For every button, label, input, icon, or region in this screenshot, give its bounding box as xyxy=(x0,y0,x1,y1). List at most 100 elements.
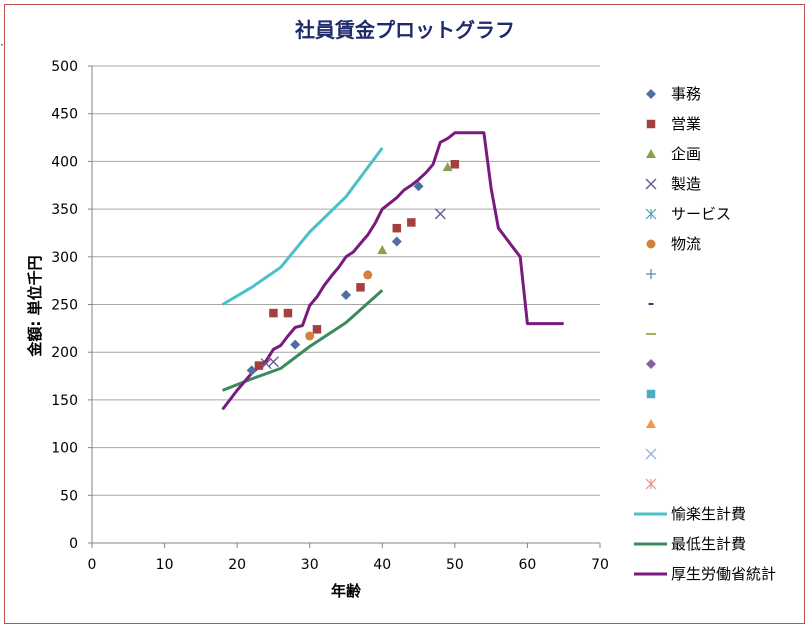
legend-marker xyxy=(645,178,657,190)
marker-shape xyxy=(363,270,373,280)
x-tick-label: 40 xyxy=(373,557,391,573)
marker-shape xyxy=(377,245,388,255)
data-point xyxy=(363,270,373,280)
chart-title: 社員賃金プロットグラフ xyxy=(294,18,515,42)
legend-item xyxy=(646,359,656,369)
legend-marker xyxy=(646,389,656,399)
scatter-series xyxy=(246,160,460,376)
marker-shape xyxy=(290,339,301,350)
marker-shape xyxy=(646,419,656,428)
legend-item xyxy=(645,448,657,460)
marker-stroke xyxy=(267,356,279,368)
y-tick-label: 450 xyxy=(51,107,78,123)
marker-shape xyxy=(646,359,656,369)
marker-stroke xyxy=(645,178,657,190)
y-tick-label: 50 xyxy=(60,488,78,504)
series-line xyxy=(221,131,564,411)
data-point xyxy=(254,361,264,370)
legend-item: 事務 xyxy=(646,85,701,103)
legend-item: 製造 xyxy=(645,175,701,193)
data-point xyxy=(260,358,272,370)
series-line xyxy=(222,289,384,392)
edge-artifact: · xyxy=(0,38,4,52)
legend-item xyxy=(645,478,657,490)
y-axis-title: 金額: 単位千円 xyxy=(26,255,44,357)
marker-shape xyxy=(646,239,656,249)
chart-frame xyxy=(4,4,805,624)
legend-label: 企画 xyxy=(671,145,701,163)
data-point xyxy=(434,208,446,220)
y-tick-label: 400 xyxy=(51,154,78,170)
marker-shape xyxy=(646,389,656,399)
data-point xyxy=(267,356,279,368)
x-tick-label: 20 xyxy=(228,557,246,573)
x-tick-label: 50 xyxy=(446,557,464,573)
legend-marker xyxy=(646,269,656,279)
data-point xyxy=(312,325,322,334)
legend-item: 企画 xyxy=(646,145,701,163)
legend-item: 営業 xyxy=(646,115,701,133)
x-tick-label: 30 xyxy=(301,557,319,573)
data-point xyxy=(341,289,351,300)
legend-item xyxy=(646,389,656,399)
marker-shape xyxy=(646,119,656,129)
legend-marker xyxy=(645,478,657,490)
y-tick-labels: 0 50 100 150 200 250 300 350 400 450 500 xyxy=(51,59,78,552)
marker-shape xyxy=(392,223,402,233)
data-point xyxy=(290,339,301,350)
line-series xyxy=(221,131,564,411)
data-point xyxy=(442,162,453,172)
data-point xyxy=(356,283,365,292)
marker-shape xyxy=(391,236,402,247)
data-point xyxy=(305,331,315,341)
marker-shape xyxy=(646,149,656,158)
marker-shape xyxy=(646,89,656,99)
legend-item xyxy=(646,419,656,428)
legend-item: 物流 xyxy=(646,235,701,253)
legend-marker xyxy=(646,89,656,99)
marker-shape xyxy=(269,308,278,318)
marker-shape xyxy=(407,218,416,227)
legend-item: 愉楽生計費 xyxy=(634,505,746,523)
marker-stroke xyxy=(645,448,657,460)
legend-label: 製造 xyxy=(671,175,701,193)
marker-shape xyxy=(356,283,365,292)
legend-marker xyxy=(646,239,656,249)
gridlines xyxy=(88,65,600,544)
legend-label: 最低生計費 xyxy=(671,535,746,553)
legend-item xyxy=(646,269,656,279)
data-point xyxy=(269,308,278,318)
legend-label: サービス xyxy=(671,205,731,223)
axes xyxy=(91,66,601,548)
marker-stroke xyxy=(434,208,446,220)
marker-shape xyxy=(341,289,351,300)
legend-marker xyxy=(646,419,656,428)
marker-stroke xyxy=(260,358,272,370)
x-tick-label: 0 xyxy=(88,557,97,573)
data-point xyxy=(392,223,402,233)
x-tick-label: 60 xyxy=(519,557,537,573)
series-line xyxy=(221,147,384,306)
x-axis-title: 年齢 xyxy=(331,582,362,600)
y-tick-label: 150 xyxy=(51,393,78,409)
legend-item: 厚生労働省統計 xyxy=(634,565,776,583)
data-point xyxy=(413,181,424,192)
legend-label: 愉楽生計費 xyxy=(671,505,746,523)
data-point xyxy=(246,365,257,376)
legend-marker xyxy=(646,359,656,369)
y-tick-label: 100 xyxy=(51,441,78,457)
x-tick-label: 10 xyxy=(156,557,174,573)
legend-item: サービス xyxy=(645,205,731,223)
data-point xyxy=(450,160,460,169)
marker-shape xyxy=(312,325,322,334)
x-tick-labels: 0 10 20 30 40 50 60 70 xyxy=(88,557,609,573)
y-tick-label: 250 xyxy=(51,298,78,314)
marker-shape xyxy=(283,308,293,318)
x-tick-label: 70 xyxy=(591,557,609,573)
marker-shape xyxy=(305,331,315,341)
data-point xyxy=(391,236,402,247)
marker-shape xyxy=(254,361,264,370)
marker-shape xyxy=(246,365,257,376)
y-tick-label: 350 xyxy=(51,202,78,218)
